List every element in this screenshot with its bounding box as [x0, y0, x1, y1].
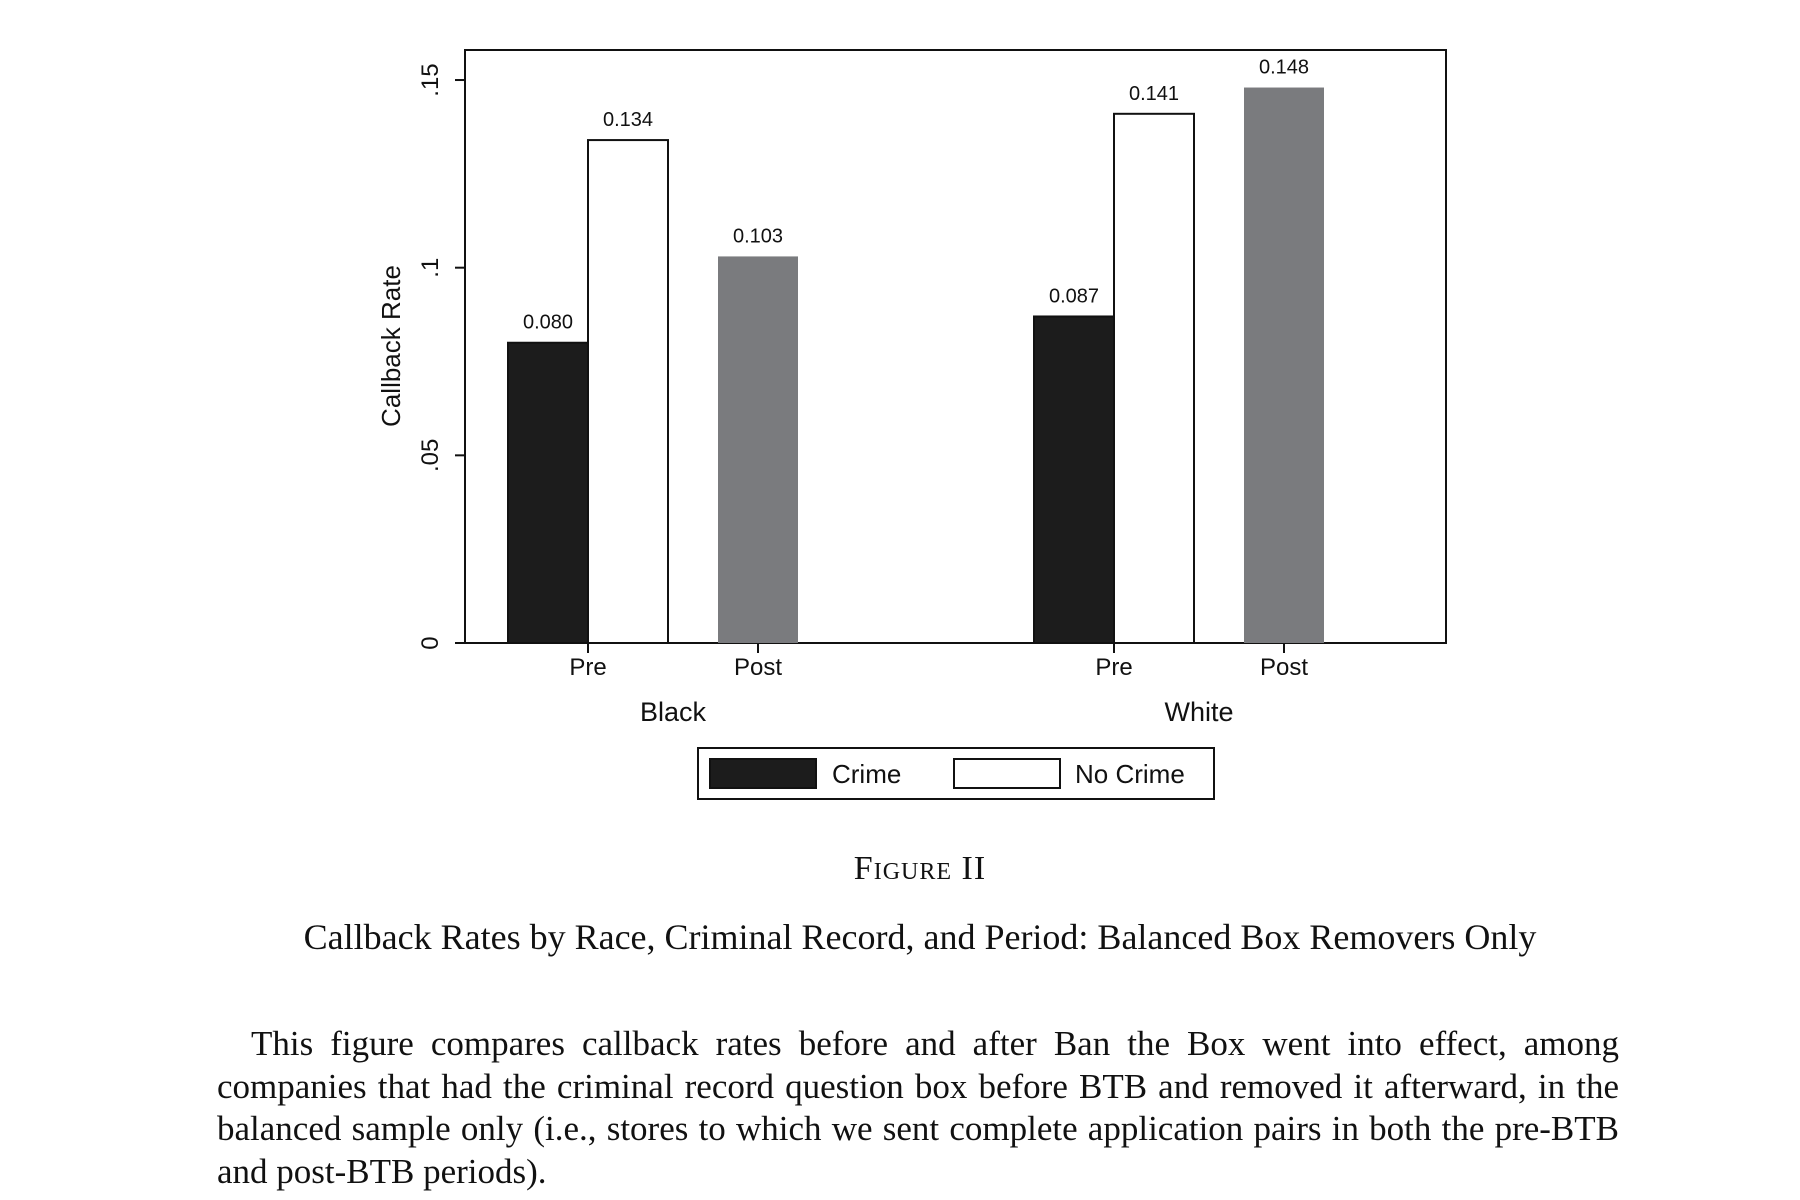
data-label: 0.141 — [1129, 83, 1179, 105]
group-label: Black — [640, 697, 707, 727]
x-tick-label: Pre — [569, 654, 606, 681]
group-label: White — [1164, 697, 1233, 727]
x-tick-label: Pre — [1095, 654, 1132, 681]
plot-area: 0 .05 .1 .15 Callback Rate 0.080 0.134 0.103 Pre… — [376, 49, 1447, 800]
y-tick-label: 0 — [417, 636, 444, 649]
bar — [718, 256, 798, 643]
bar-chart: 0 .05 .1 .15 Callback Rate 0.080 0.134 0.103 Pre… — [376, 49, 1447, 800]
figure-label: Figure II — [853, 850, 987, 887]
data-label: 0.087 — [1049, 285, 1099, 307]
bar — [507, 341, 589, 644]
bar — [1244, 87, 1324, 644]
bar — [587, 139, 669, 644]
data-label: 0.080 — [523, 312, 573, 334]
legend-swatch — [709, 758, 817, 789]
legend-label: No Crime — [1075, 759, 1185, 789]
y-tick-label: .1 — [417, 258, 444, 278]
legend-swatch — [953, 758, 1061, 789]
y-tick-label: .05 — [417, 439, 444, 472]
x-tick-label: Post — [734, 654, 782, 681]
x-tick-label: Post — [1260, 654, 1308, 681]
bar — [1033, 315, 1115, 644]
y-axis-label: Callback Rate — [376, 265, 406, 427]
data-label: 0.134 — [603, 109, 653, 131]
figure-title: Callback Rates by Race, Criminal Record,… — [303, 917, 1537, 957]
data-label: 0.148 — [1259, 57, 1309, 79]
legend-label: Crime — [832, 759, 901, 789]
plot-frame — [464, 49, 1447, 644]
data-label: 0.103 — [733, 225, 783, 247]
figure-note: This figure compares callback rates befo… — [217, 1024, 1619, 1191]
bar — [1113, 112, 1195, 645]
y-tick-label: .15 — [417, 63, 444, 96]
